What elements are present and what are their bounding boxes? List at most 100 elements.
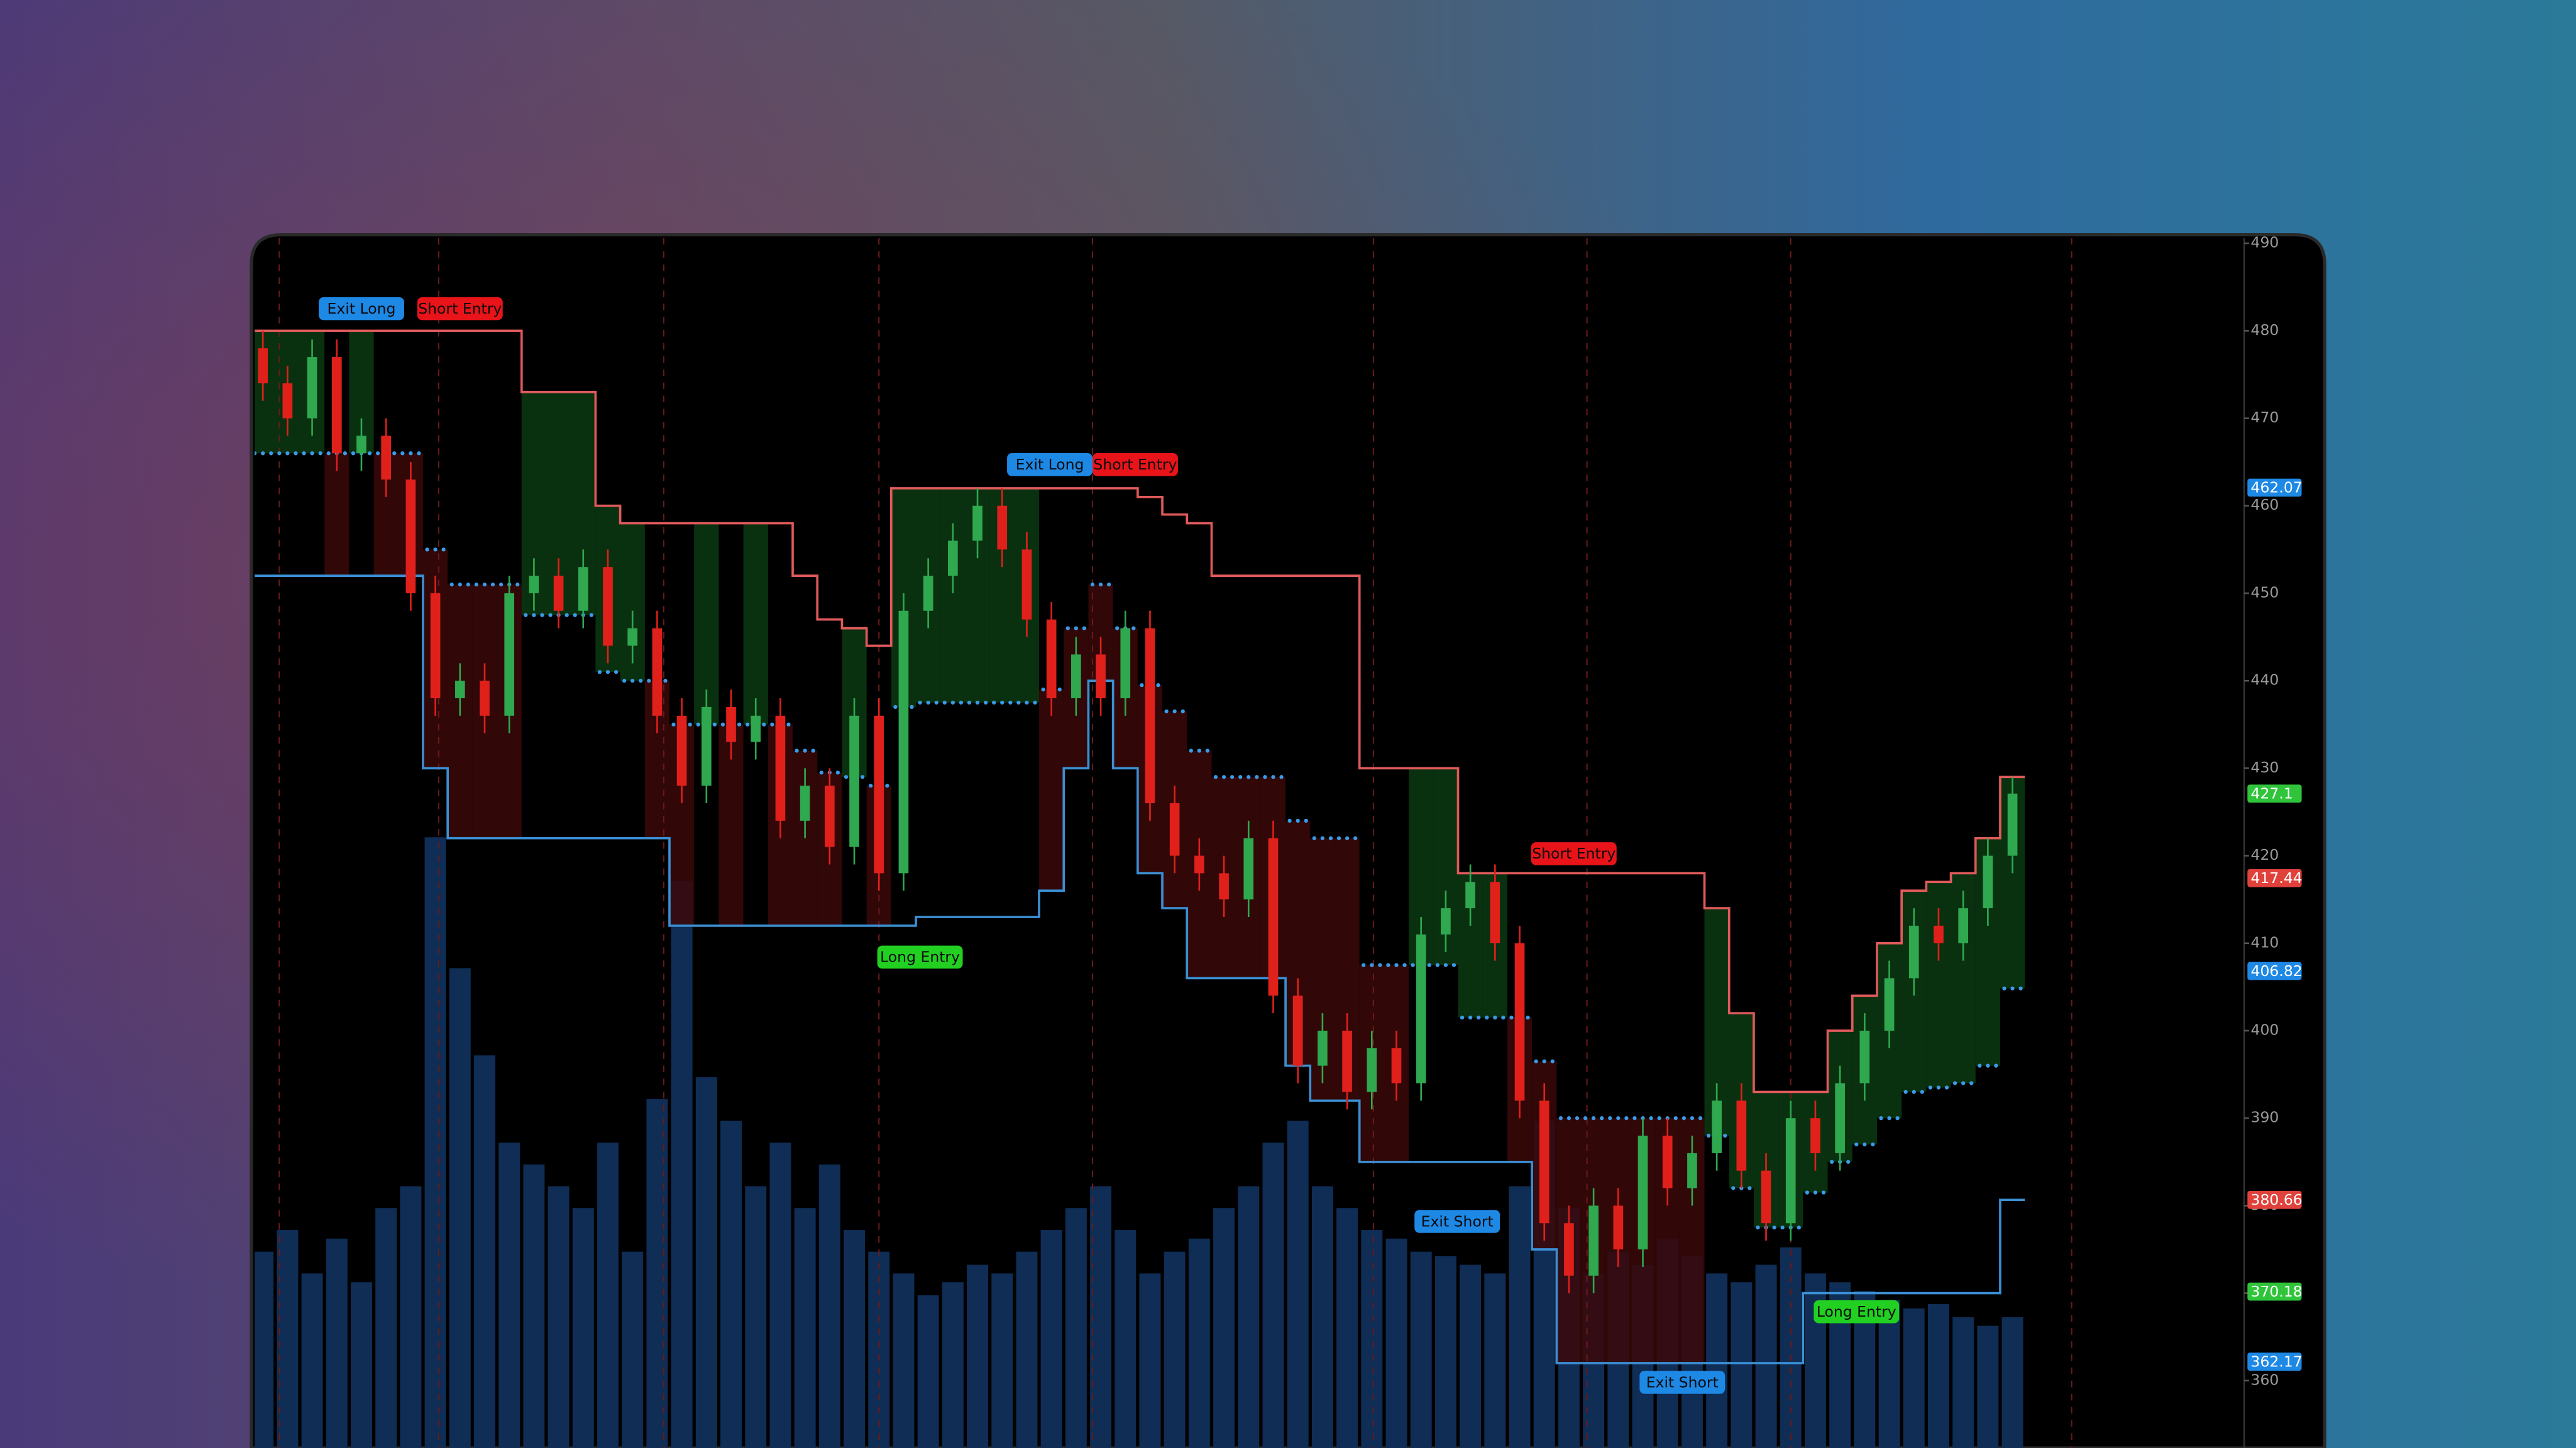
midline-dot: [367, 451, 372, 456]
midline-dot: [1690, 1116, 1695, 1121]
signal-tag: [1531, 842, 1617, 865]
midline-dot: [1411, 963, 1415, 967]
midline-dot: [1501, 1015, 1505, 1020]
volume-bar: [1385, 1238, 1407, 1448]
midline-dot: [1172, 709, 1177, 714]
midline-dot: [1090, 582, 1095, 587]
midline-dot: [1624, 1116, 1629, 1121]
candle-body: [1194, 855, 1204, 874]
volume-bar: [868, 1251, 890, 1448]
midline-dot: [1682, 1116, 1686, 1121]
midline-dot: [1591, 1116, 1596, 1121]
y-tick-label: 400: [2251, 1021, 2279, 1038]
volume-bar: [1977, 1325, 1999, 1448]
midline-dot: [1041, 687, 1045, 692]
midline-dot: [1821, 1190, 1826, 1195]
price-marker-label: 462.07: [2251, 479, 2303, 496]
midline-dot: [1895, 1116, 1900, 1121]
volume-bar: [695, 1077, 717, 1448]
midline-dot: [1698, 1116, 1703, 1121]
midline-dot: [1230, 775, 1235, 779]
candle-body: [652, 628, 663, 716]
midline-dot: [959, 700, 964, 705]
midline-dot: [992, 700, 996, 705]
midline-dot: [1025, 700, 1029, 705]
midline-dot: [466, 582, 470, 587]
midline-dot: [532, 613, 536, 617]
signal-label: Short Entry: [1093, 456, 1177, 473]
midline-dot: [294, 451, 298, 456]
midline-dot: [1008, 700, 1013, 705]
midline-dot: [910, 705, 914, 710]
volume-bar: [1878, 1300, 1900, 1448]
midline-dot: [737, 722, 742, 727]
volume-bar: [255, 1251, 274, 1448]
candle-body: [923, 576, 933, 611]
midline-dot: [1887, 1116, 1891, 1121]
midline-dot: [712, 722, 717, 727]
midline-dot: [918, 700, 922, 705]
trend-zone: [1039, 689, 1064, 891]
midline-dot: [1632, 1116, 1637, 1121]
volume-bar: [301, 1273, 323, 1448]
candle-body: [1490, 882, 1500, 943]
candle-body: [1169, 803, 1180, 856]
signal-label: Long Entry: [880, 948, 960, 966]
candle-body: [1687, 1153, 1697, 1188]
volume-bar: [671, 880, 693, 1448]
midline-dot: [1649, 1116, 1653, 1121]
midline-dot: [1912, 1090, 1916, 1094]
candle-body: [1908, 925, 1919, 979]
candle-body: [1416, 934, 1426, 1083]
midline-dot: [1583, 1116, 1588, 1121]
midline-dot: [926, 700, 930, 705]
candle-body: [1934, 925, 1944, 943]
midline-dot: [1944, 1085, 1949, 1090]
midline-dot: [1550, 1059, 1555, 1063]
candle-body: [997, 505, 1008, 550]
volume-bar: [1336, 1208, 1358, 1448]
midline-dot: [1263, 775, 1267, 779]
midline-dot: [835, 771, 840, 775]
volume-bar: [597, 1143, 619, 1448]
midline-dot: [1287, 818, 1292, 823]
midline-dot: [1115, 626, 1120, 630]
midline-dot: [2010, 986, 2015, 990]
midline-dot: [803, 749, 807, 753]
midline-dot: [425, 547, 429, 552]
volume-bar: [844, 1229, 866, 1448]
midline-dot: [255, 451, 257, 456]
midline-dot: [1427, 963, 1431, 967]
midline-dot: [934, 700, 938, 705]
midline-dot: [1468, 1015, 1473, 1020]
candle-body: [874, 715, 884, 874]
candle-body: [2007, 793, 2018, 856]
volume-bar: [326, 1238, 348, 1448]
volume-bar: [1115, 1229, 1137, 1448]
volume-bar: [991, 1273, 1013, 1448]
signal-tag: [1414, 1210, 1500, 1233]
volume-bar: [1903, 1308, 1925, 1448]
candle-body: [1465, 882, 1475, 909]
midline-dot: [1197, 749, 1202, 753]
signal-tag: [1007, 452, 1093, 476]
midline-dot: [474, 582, 479, 587]
candle-body: [480, 681, 490, 716]
midline-dot: [975, 700, 980, 705]
candle-body: [1859, 1030, 1870, 1083]
volume-bar: [1139, 1273, 1161, 1448]
lower-band-line: [255, 574, 2025, 1364]
midline-dot: [400, 451, 405, 456]
midline-dot: [983, 700, 988, 705]
midline-dot: [1189, 749, 1193, 753]
midline-dot: [950, 700, 955, 705]
midline-dot: [1000, 700, 1005, 705]
midline-dot: [1296, 818, 1300, 823]
signal-tag: [1092, 452, 1178, 476]
candle-body: [751, 715, 761, 742]
midline-dot: [1829, 1160, 1834, 1164]
midline-dot: [1394, 963, 1399, 967]
midline-dot: [1936, 1085, 1941, 1090]
candle-body: [824, 786, 835, 847]
midline-dot: [1451, 963, 1456, 967]
